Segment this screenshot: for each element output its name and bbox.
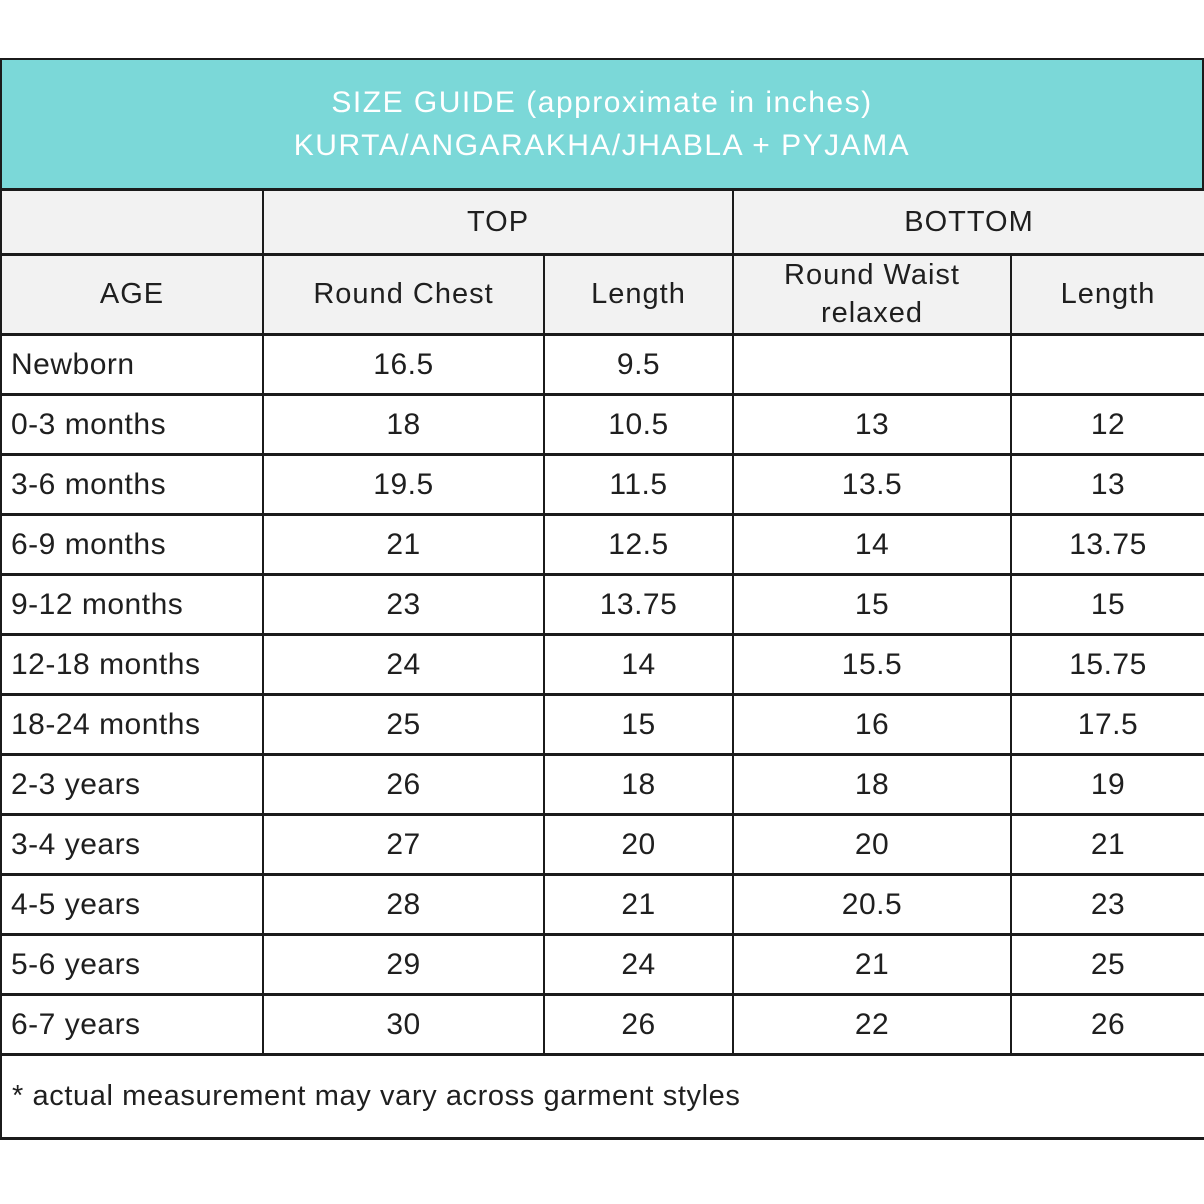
column-header-round-waist: Round Waist relaxed (732, 253, 1012, 336)
round-waist-cell: 15.5 (732, 633, 1012, 696)
top-length-cell: 12.5 (543, 513, 734, 576)
group-header-row: TOP BOTTOM (0, 188, 1204, 256)
table-row: 2-3 years 26 18 18 19 (0, 753, 1204, 816)
size-guide-banner: SIZE GUIDE (approximate in inches) KURTA… (0, 58, 1204, 188)
round-waist-cell: 13.5 (732, 453, 1012, 516)
round-waist-cell (732, 333, 1012, 396)
age-cell: 6-7 years (0, 993, 264, 1056)
top-length-cell: 26 (543, 993, 734, 1056)
top-length-cell: 10.5 (543, 393, 734, 456)
round-chest-cell: 27 (262, 813, 545, 876)
table-row: 0-3 months 18 10.5 13 12 (0, 393, 1204, 456)
table-row: 3-4 years 27 20 20 21 (0, 813, 1204, 876)
age-cell: 2-3 years (0, 753, 264, 816)
age-cell: 6-9 months (0, 513, 264, 576)
age-cell: 0-3 months (0, 393, 264, 456)
round-waist-cell: 18 (732, 753, 1012, 816)
age-cell: 18-24 months (0, 693, 264, 756)
top-length-cell: 21 (543, 873, 734, 936)
round-waist-cell: 13 (732, 393, 1012, 456)
table-row: 5-6 years 29 24 21 25 (0, 933, 1204, 996)
banner-title-line1: SIZE GUIDE (approximate in inches) (331, 85, 873, 119)
round-chest-cell: 18 (262, 393, 545, 456)
table-body: Newborn 16.5 9.5 0-3 months 18 10.5 13 1… (0, 333, 1204, 1056)
round-waist-cell: 15 (732, 573, 1012, 636)
round-chest-cell: 26 (262, 753, 545, 816)
banner-title-line2: KURTA/ANGARAKHA/JHABLA + PYJAMA (293, 129, 911, 162)
age-cell: 3-6 months (0, 453, 264, 516)
table-row: 6-9 months 21 12.5 14 13.75 (0, 513, 1204, 576)
age-cell: 3-4 years (0, 813, 264, 876)
round-chest-cell: 19.5 (262, 453, 545, 516)
top-length-cell: 14 (543, 633, 734, 696)
column-header-row: AGE Round Chest Length Round Waist relax… (0, 253, 1204, 336)
top-length-cell: 9.5 (543, 333, 734, 396)
round-waist-cell: 22 (732, 993, 1012, 1056)
bottom-length-cell: 21 (1010, 813, 1204, 876)
table-row: 18-24 months 25 15 16 17.5 (0, 693, 1204, 756)
column-header-top-length: Length (543, 253, 734, 336)
bottom-length-cell: 13 (1010, 453, 1204, 516)
bottom-length-cell: 23 (1010, 873, 1204, 936)
group-header-empty (0, 188, 264, 256)
table-row: 6-7 years 30 26 22 26 (0, 993, 1204, 1056)
footnote-text: * actual measurement may vary across gar… (0, 1053, 1204, 1140)
round-chest-cell: 29 (262, 933, 545, 996)
bottom-length-cell (1010, 333, 1204, 396)
column-header-round-chest: Round Chest (262, 253, 545, 336)
size-guide-table: TOP BOTTOM AGE Round Chest Length Round … (0, 188, 1204, 1140)
round-chest-cell: 25 (262, 693, 545, 756)
round-chest-cell: 23 (262, 573, 545, 636)
round-waist-cell: 20.5 (732, 873, 1012, 936)
footnote-row: * actual measurement may vary across gar… (0, 1053, 1204, 1140)
round-chest-cell: 24 (262, 633, 545, 696)
bottom-length-cell: 26 (1010, 993, 1204, 1056)
round-waist-cell: 14 (732, 513, 1012, 576)
column-header-bottom-length: Length (1010, 253, 1204, 336)
group-header-top: TOP (262, 188, 734, 256)
bottom-length-cell: 12 (1010, 393, 1204, 456)
round-waist-cell: 20 (732, 813, 1012, 876)
age-cell: Newborn (0, 333, 264, 396)
round-chest-cell: 16.5 (262, 333, 545, 396)
bottom-length-cell: 15.75 (1010, 633, 1204, 696)
age-cell: 5-6 years (0, 933, 264, 996)
group-header-bottom: BOTTOM (732, 188, 1204, 256)
table-row: 9-12 months 23 13.75 15 15 (0, 573, 1204, 636)
age-cell: 12-18 months (0, 633, 264, 696)
top-length-cell: 15 (543, 693, 734, 756)
top-length-cell: 13.75 (543, 573, 734, 636)
bottom-length-cell: 15 (1010, 573, 1204, 636)
round-waist-cell: 21 (732, 933, 1012, 996)
age-cell: 4-5 years (0, 873, 264, 936)
top-length-cell: 24 (543, 933, 734, 996)
top-length-cell: 11.5 (543, 453, 734, 516)
bottom-length-cell: 17.5 (1010, 693, 1204, 756)
column-header-age: AGE (0, 253, 264, 336)
bottom-length-cell: 25 (1010, 933, 1204, 996)
round-chest-cell: 28 (262, 873, 545, 936)
top-length-cell: 18 (543, 753, 734, 816)
round-waist-cell: 16 (732, 693, 1012, 756)
round-chest-cell: 30 (262, 993, 545, 1056)
table-row: Newborn 16.5 9.5 (0, 333, 1204, 396)
table-row: 12-18 months 24 14 15.5 15.75 (0, 633, 1204, 696)
bottom-length-cell: 19 (1010, 753, 1204, 816)
top-length-cell: 20 (543, 813, 734, 876)
round-chest-cell: 21 (262, 513, 545, 576)
bottom-length-cell: 13.75 (1010, 513, 1204, 576)
table-row: 3-6 months 19.5 11.5 13.5 13 (0, 453, 1204, 516)
table-row: 4-5 years 28 21 20.5 23 (0, 873, 1204, 936)
age-cell: 9-12 months (0, 573, 264, 636)
